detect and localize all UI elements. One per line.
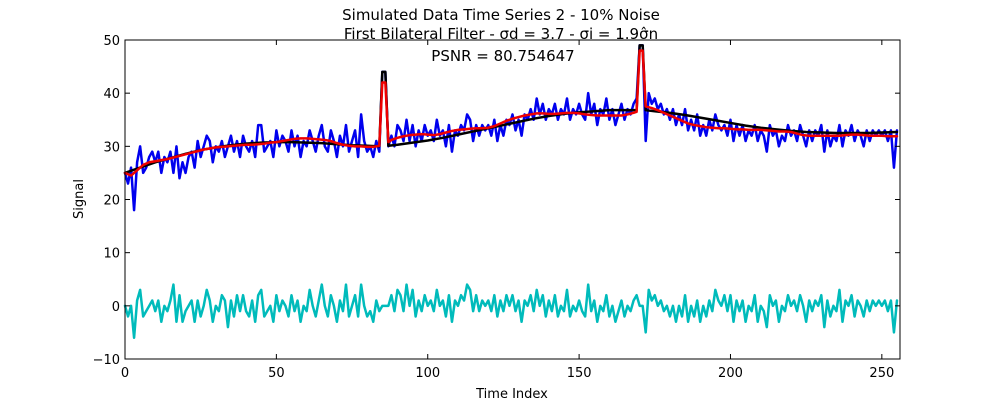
series-line-1 [123, 44, 899, 212]
series-line-3 [123, 49, 899, 177]
y-tick-label: 20 [103, 194, 120, 209]
y-tick-label: 0 [112, 300, 120, 315]
chart-title-line-3: PSNR = 80.754647 [431, 47, 574, 65]
y-tick-label: 50 [103, 34, 120, 49]
x-tick-label: 50 [268, 366, 285, 381]
y-tick-label: −10 [93, 353, 120, 368]
chart-title-line-1: Simulated Data Time Series 2 - 10% Noise [342, 6, 660, 24]
y-axis-label: Signal [72, 179, 87, 219]
y-tick-label: 30 [103, 140, 120, 155]
x-tick-label: 150 [567, 366, 592, 381]
x-tick-label: 0 [121, 366, 129, 381]
series-layer [123, 44, 899, 339]
y-tick-label: 40 [103, 87, 120, 102]
x-tick-label: 100 [415, 366, 440, 381]
series-line-4 [123, 283, 899, 339]
x-axis-label: Time Index [475, 387, 548, 400]
chart-title-line-2: First Bilateral Filter - σd = 3.7 - σi =… [344, 25, 658, 43]
x-tick-label: 250 [869, 366, 894, 381]
y-tick-label: 10 [103, 247, 120, 262]
x-tick-label: 200 [718, 366, 743, 381]
